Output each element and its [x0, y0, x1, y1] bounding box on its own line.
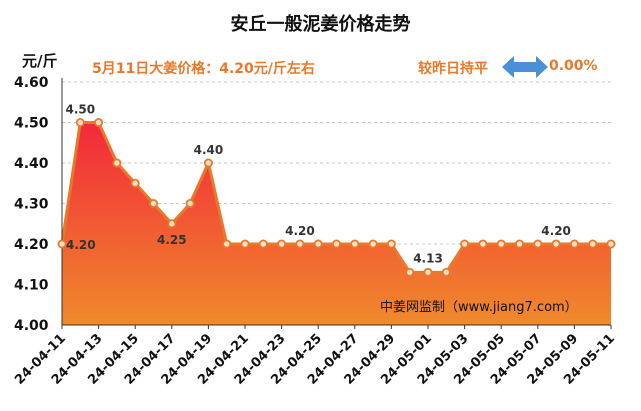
data-point: [75, 118, 85, 128]
data-point: [496, 239, 506, 249]
data-label: 4.40: [194, 143, 224, 157]
data-point: [478, 239, 488, 249]
data-point: [203, 158, 213, 168]
data-point: [94, 118, 104, 128]
y-tick-label: 4.50: [14, 116, 49, 132]
data-point: [368, 239, 378, 249]
data-point: [57, 239, 67, 249]
data-label: 4.13: [413, 251, 443, 265]
data-point: [569, 239, 579, 249]
price-area: [62, 122, 611, 325]
price-info-text: 5月11日大姜价格：4.20元/斤左右: [92, 61, 315, 77]
data-label: 4.50: [65, 103, 95, 117]
y-tick-label: 4.20: [14, 237, 49, 253]
data-label: 4.20: [285, 224, 315, 238]
left-right-arrow-icon: [502, 56, 548, 78]
data-markers: [57, 118, 616, 277]
data-point: [386, 239, 396, 249]
data-point: [313, 239, 323, 249]
data-point: [606, 239, 616, 249]
data-point: [551, 239, 561, 249]
change-percent: 0.00%: [549, 58, 598, 74]
data-point: [148, 198, 158, 208]
data-point: [423, 267, 433, 277]
data-point: [460, 239, 470, 249]
y-axis-unit-label: 元/斤: [22, 52, 58, 70]
data-point: [331, 239, 341, 249]
data-point: [441, 267, 451, 277]
data-point: [185, 198, 195, 208]
data-point: [167, 219, 177, 229]
data-point: [295, 239, 305, 249]
data-point: [533, 239, 543, 249]
y-tick-label: 4.10: [14, 278, 49, 294]
data-point: [350, 239, 360, 249]
compare-label: 较昨日持平: [418, 61, 488, 77]
data-point: [515, 239, 525, 249]
data-point: [240, 239, 250, 249]
y-tick-label: 4.40: [14, 156, 49, 172]
data-point: [222, 239, 232, 249]
y-tick-label: 4.00: [14, 318, 49, 334]
data-labels: 4.20 4.50 4.25 4.40 4.20 4.13 4.20: [65, 103, 570, 266]
data-point: [258, 239, 268, 249]
y-tick-label: 4.30: [14, 197, 49, 213]
data-point: [130, 178, 140, 188]
y-tick-label: 4.60: [14, 75, 49, 91]
area-fill: [60, 121, 611, 325]
watermark-text: 中姜网监制（www.jiang7.com）: [380, 300, 578, 315]
data-point: [405, 267, 415, 277]
data-point: [112, 158, 122, 168]
data-point: [277, 239, 287, 249]
data-label: 4.20: [66, 238, 96, 252]
data-point: [588, 239, 598, 249]
chart-title: 安丘一般泥姜价格走势: [230, 14, 411, 35]
data-label: 4.20: [541, 224, 571, 238]
data-label: 4.25: [157, 233, 187, 247]
